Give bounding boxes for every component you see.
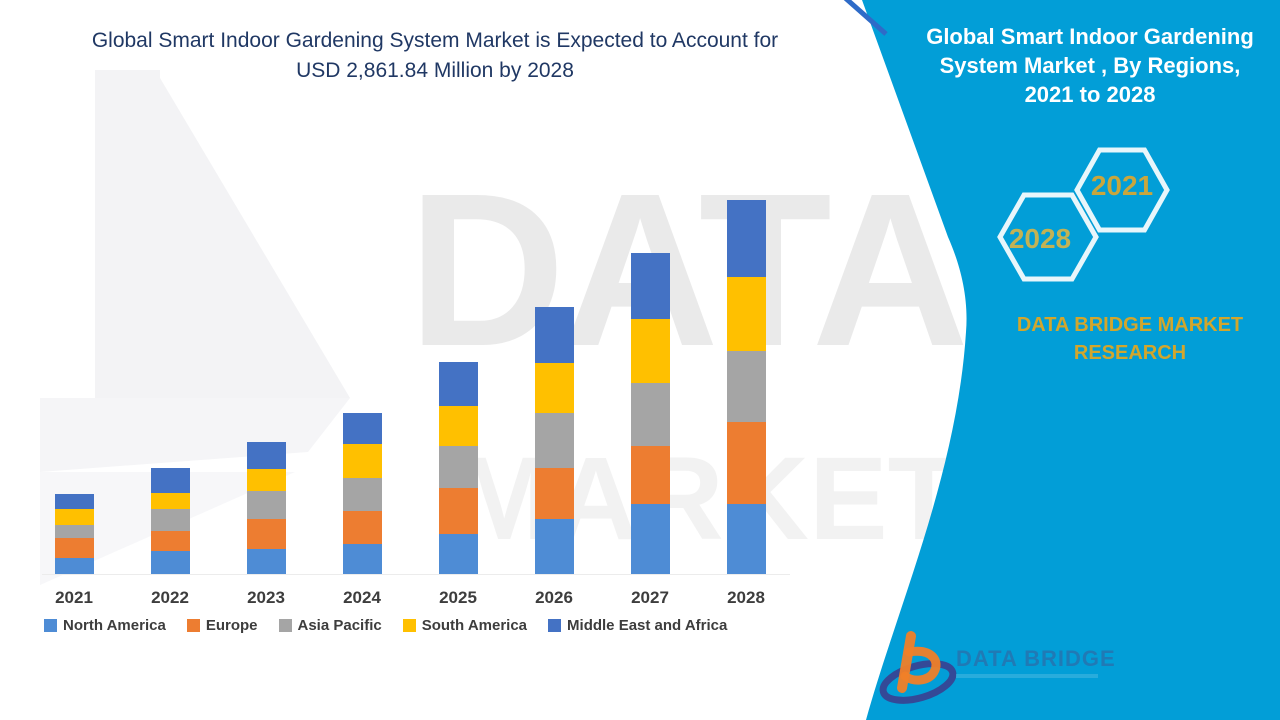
legend-label: North America (63, 617, 166, 634)
logo-underline (956, 674, 1098, 678)
legend-label: Asia Pacific (297, 617, 382, 634)
bar-segment-south-america (246, 469, 286, 491)
bar-segment-asia-pacific (534, 413, 574, 468)
brand-text: DATA BRIDGE MARKET RESEARCH (1016, 314, 1244, 364)
hexagon-year-back: 2021 (1091, 170, 1153, 201)
bar-segment-europe (534, 468, 574, 519)
legend-swatch (402, 619, 416, 632)
x-axis-label: 2025 (439, 588, 477, 607)
bar-segment-middle-east-and-africa (630, 253, 670, 319)
hexagon-year-front: 2028 (1009, 223, 1071, 254)
chart-legend: North America Europe Asia Pacific South Ame… (44, 617, 748, 634)
legend-swatch (278, 619, 292, 632)
bar-segment-north-america (726, 504, 766, 574)
x-axis-label: 2023 (247, 588, 285, 607)
bar-segment-asia-pacific (630, 383, 670, 446)
legend-item: North America (44, 617, 166, 634)
bar-segment-middle-east-and-africa (246, 442, 286, 469)
bar-segment-south-america (342, 444, 382, 478)
bar-segment-asia-pacific (150, 509, 190, 531)
legend-item: South America (402, 617, 528, 634)
stacked-bar-2026 (534, 307, 574, 574)
legend-item: Middle East and Africa (548, 617, 727, 634)
bar-segment-south-america (150, 493, 190, 509)
chart-title-line2: USD 2,861.84 Million by 2028 (296, 59, 574, 82)
stacked-bar-2023 (246, 442, 286, 574)
x-axis-label: 2022 (151, 588, 189, 607)
panel-heading: Global Smart Indoor Gardening System Mar… (926, 24, 1254, 107)
stacked-bar-2025 (438, 362, 478, 574)
hexagon-2028 (997, 192, 1099, 282)
legend-label: Middle East and Africa (567, 617, 728, 634)
bar-segment-north-america (246, 549, 286, 574)
bar-segment-north-america (342, 544, 382, 574)
legend-item: Europe (186, 617, 258, 634)
bar-segment-europe (150, 531, 190, 551)
bar-segment-asia-pacific (246, 491, 286, 519)
bar-segment-middle-east-and-africa (54, 494, 94, 509)
bar-segment-europe (246, 519, 286, 549)
blue-accent-line (843, 0, 888, 36)
chart-title: Global Smart Indoor Gardening System Mar… (20, 26, 850, 86)
bar-segment-asia-pacific (438, 446, 478, 488)
stacked-bar-2021 (54, 494, 94, 574)
legend-swatch (44, 619, 57, 632)
chart-title-line1: Global Smart Indoor Gardening System Mar… (91, 29, 779, 52)
x-axis-label: 2027 (631, 588, 669, 607)
legend-swatch (548, 619, 562, 632)
x-axis-label: 2028 (727, 588, 765, 607)
bar-segment-middle-east-and-africa (534, 307, 574, 363)
stacked-bar-2024 (342, 413, 382, 574)
hexagon-years-graphic: 2021 2028 (997, 147, 1170, 282)
bar-segment-north-america (438, 534, 478, 574)
stacked-bar-2022 (150, 468, 190, 574)
bar-segment-south-america (726, 277, 766, 351)
legend-label: Europe (205, 617, 258, 634)
data-bridge-logo: DATA BRIDGE (879, 631, 1116, 704)
logo-swoosh (879, 660, 957, 704)
x-axis-line (42, 574, 790, 575)
bar-segment-south-america (534, 363, 574, 413)
bar-segment-europe (54, 538, 94, 558)
bar-segment-europe (630, 446, 670, 504)
bar-segment-asia-pacific (726, 351, 766, 422)
bar-segment-middle-east-and-africa (150, 468, 190, 493)
bar-segment-south-america (54, 509, 94, 525)
legend-label: South America (421, 617, 528, 634)
x-axis-label: 2021 (55, 588, 93, 607)
stacked-bar-2027 (630, 253, 670, 574)
bar-segment-south-america (630, 319, 670, 383)
bar-segment-north-america (534, 519, 574, 574)
bar-segment-north-america (54, 558, 94, 574)
logo-b-bowl (900, 646, 941, 685)
stacked-bar-2028 (726, 200, 766, 574)
x-axis-label: 2026 (535, 588, 573, 607)
x-axis-label: 2024 (343, 588, 381, 607)
bar-segment-north-america (630, 504, 670, 574)
bar-segment-north-america (150, 551, 190, 574)
bar-segment-asia-pacific (54, 525, 94, 538)
legend-item: Asia Pacific (278, 617, 382, 634)
logo-wordmark: DATA BRIDGE (956, 646, 1116, 671)
bar-segment-asia-pacific (342, 478, 382, 511)
bar-segment-middle-east-and-africa (438, 362, 478, 406)
bar-segment-europe (342, 511, 382, 544)
bar-segment-middle-east-and-africa (342, 413, 382, 444)
hexagon-2021 (1074, 147, 1170, 233)
bar-segment-europe (438, 488, 478, 534)
bar-segment-europe (726, 422, 766, 504)
bar-segment-middle-east-and-africa (726, 200, 766, 277)
bar-segment-south-america (438, 406, 478, 446)
legend-swatch (186, 619, 200, 632)
